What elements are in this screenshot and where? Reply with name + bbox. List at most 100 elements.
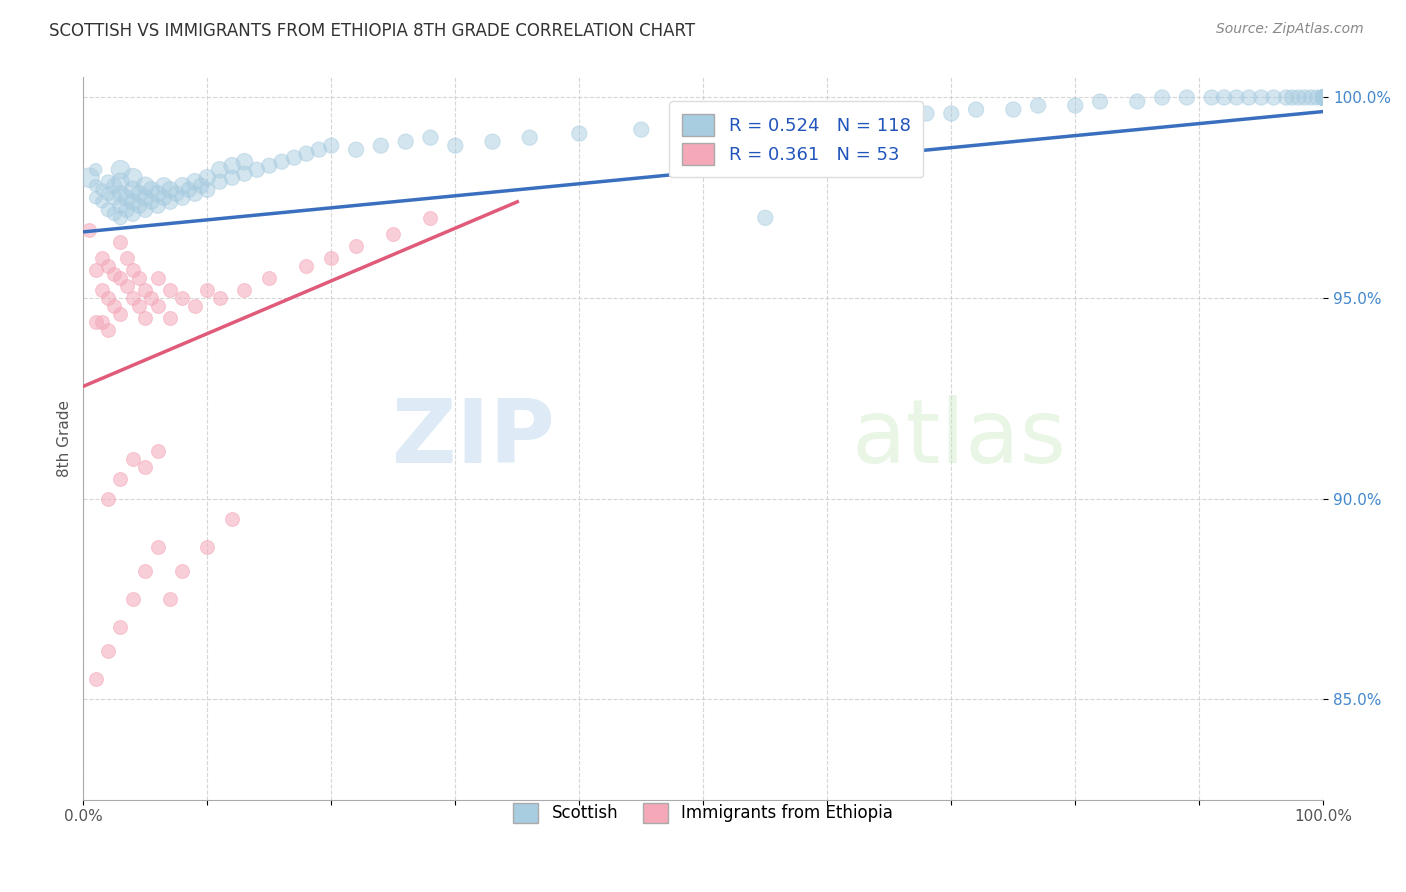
Point xyxy=(444,138,467,153)
Point xyxy=(79,223,101,237)
Point xyxy=(1312,90,1334,104)
Point xyxy=(1281,90,1303,104)
Point xyxy=(1312,90,1334,104)
Point xyxy=(172,564,194,578)
Point xyxy=(141,291,163,305)
Point xyxy=(177,183,200,197)
Point xyxy=(134,459,156,474)
Point xyxy=(128,186,150,201)
Point xyxy=(1225,90,1247,104)
Point xyxy=(134,283,156,297)
Point xyxy=(146,271,169,285)
Point xyxy=(90,251,112,265)
Point xyxy=(110,235,132,249)
Point xyxy=(208,291,231,305)
Point xyxy=(159,194,181,209)
Point xyxy=(184,186,207,201)
Point xyxy=(965,103,987,117)
Point xyxy=(1026,98,1049,112)
Point xyxy=(1312,90,1334,104)
Point xyxy=(259,159,281,173)
Point xyxy=(308,143,330,157)
Point xyxy=(128,299,150,313)
Point xyxy=(1312,90,1334,104)
Point xyxy=(141,194,163,209)
Point xyxy=(134,311,156,326)
Point xyxy=(344,143,367,157)
Point xyxy=(134,178,156,193)
Point xyxy=(1312,90,1334,104)
Point xyxy=(754,211,776,225)
Point xyxy=(344,239,367,253)
Point xyxy=(1201,90,1223,104)
Point xyxy=(321,251,343,265)
Point xyxy=(1002,103,1025,117)
Point xyxy=(1312,90,1334,104)
Point xyxy=(103,191,125,205)
Point xyxy=(115,191,138,205)
Point xyxy=(159,183,181,197)
Point xyxy=(122,263,145,277)
Point xyxy=(195,540,218,554)
Point xyxy=(84,178,107,193)
Point xyxy=(134,202,156,217)
Point xyxy=(1263,90,1285,104)
Point xyxy=(1312,90,1334,104)
Point xyxy=(221,170,243,185)
Point xyxy=(1306,90,1329,104)
Point xyxy=(90,183,112,197)
Point xyxy=(270,154,292,169)
Point xyxy=(382,227,405,241)
Point xyxy=(915,106,938,120)
Point xyxy=(1312,90,1334,104)
Point xyxy=(692,119,714,133)
Point xyxy=(159,283,181,297)
Point xyxy=(195,170,218,185)
Point xyxy=(90,194,112,209)
Point xyxy=(172,178,194,193)
Point xyxy=(115,202,138,217)
Point xyxy=(165,186,187,201)
Point xyxy=(159,591,181,606)
Point xyxy=(122,591,145,606)
Point xyxy=(110,175,132,189)
Point xyxy=(84,672,107,686)
Point xyxy=(128,199,150,213)
Point xyxy=(1175,90,1198,104)
Point xyxy=(295,259,318,273)
Point xyxy=(481,135,503,149)
Point xyxy=(172,291,194,305)
Point xyxy=(1312,90,1334,104)
Text: ZIP: ZIP xyxy=(392,395,554,482)
Point xyxy=(1299,90,1322,104)
Point xyxy=(1312,90,1334,104)
Point xyxy=(103,267,125,281)
Point xyxy=(1126,95,1149,109)
Point xyxy=(90,283,112,297)
Point xyxy=(122,291,145,305)
Point xyxy=(419,130,441,145)
Point xyxy=(110,186,132,201)
Point xyxy=(84,191,107,205)
Point xyxy=(97,291,120,305)
Point xyxy=(97,323,120,337)
Point xyxy=(1288,90,1310,104)
Point xyxy=(233,167,256,181)
Point xyxy=(110,211,132,225)
Point xyxy=(519,130,541,145)
Point xyxy=(221,512,243,526)
Point xyxy=(153,191,176,205)
Point xyxy=(419,211,441,225)
Legend: Scottish, Immigrants from Ethiopia: Scottish, Immigrants from Ethiopia xyxy=(502,791,905,835)
Point xyxy=(1088,95,1111,109)
Point xyxy=(97,491,120,506)
Point xyxy=(1312,90,1334,104)
Point xyxy=(1275,90,1298,104)
Point xyxy=(877,111,900,125)
Point xyxy=(815,114,838,128)
Point xyxy=(84,315,107,329)
Point xyxy=(103,178,125,193)
Point xyxy=(259,271,281,285)
Point xyxy=(630,122,652,136)
Point xyxy=(97,259,120,273)
